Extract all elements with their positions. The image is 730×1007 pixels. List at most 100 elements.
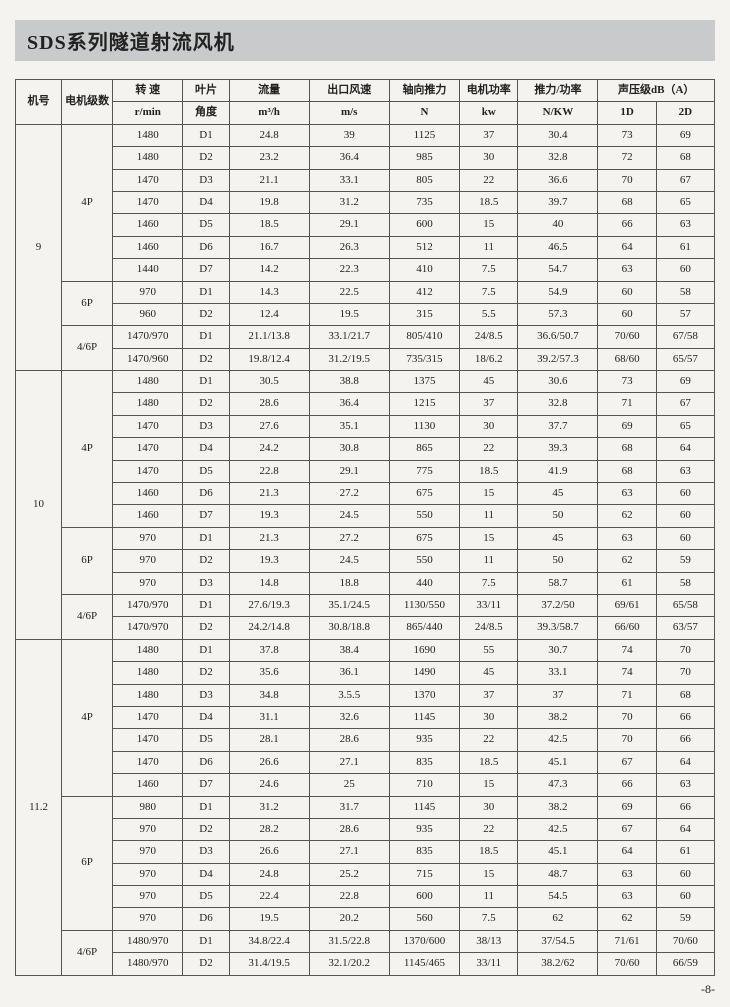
cell-value: 24.5 xyxy=(309,550,389,572)
cell-value: 36.6/50.7 xyxy=(518,326,598,348)
table-row: 6P970D121.327.267515456360 xyxy=(16,527,715,549)
cell-value: 38.2 xyxy=(518,796,598,818)
cell-value: 58 xyxy=(656,281,714,303)
cell-value: 68 xyxy=(656,147,714,169)
cell-value: 18.5 xyxy=(460,841,518,863)
cell-poles: 4/6P xyxy=(62,326,113,371)
cell-value: D6 xyxy=(183,236,229,258)
cell-value: D5 xyxy=(183,729,229,751)
cell-value: D6 xyxy=(183,751,229,773)
cell-value: 1145 xyxy=(389,706,459,728)
cell-value: 66 xyxy=(656,706,714,728)
table-row: 11.24P1480D137.838.416905530.77470 xyxy=(16,639,715,661)
table-row: 1470D528.128.69352242.57066 xyxy=(16,729,715,751)
cell-value: 21.3 xyxy=(229,483,309,505)
cell-value: 60 xyxy=(656,886,714,908)
cell-value: 775 xyxy=(389,460,459,482)
table-row: 1470/960D219.8/12.431.2/19.5735/31518/6.… xyxy=(16,348,715,370)
cell-value: 1470 xyxy=(113,729,183,751)
cell-value: 27.1 xyxy=(309,841,389,863)
cell-value: 38.4 xyxy=(309,639,389,661)
cell-value: 24/8.5 xyxy=(460,617,518,639)
cell-value: D2 xyxy=(183,662,229,684)
cell-value: 31.1 xyxy=(229,706,309,728)
cell-value: 835 xyxy=(389,841,459,863)
cell-value: D2 xyxy=(183,393,229,415)
cell-value: 37 xyxy=(518,684,598,706)
cell-value: 42.5 xyxy=(518,729,598,751)
cell-value: 410 xyxy=(389,259,459,281)
cell-value: 40 xyxy=(518,214,598,236)
cell-value: 63 xyxy=(598,527,656,549)
cell-value: 50 xyxy=(518,550,598,572)
cell-value: 21.3 xyxy=(229,527,309,549)
cell-value: 59 xyxy=(656,550,714,572)
cell-value: 1370 xyxy=(389,684,459,706)
cell-poles: 4/6P xyxy=(62,594,113,639)
cell-value: 62 xyxy=(598,908,656,930)
cell-value: 24/8.5 xyxy=(460,326,518,348)
cell-value: D5 xyxy=(183,460,229,482)
cell-value: 600 xyxy=(389,886,459,908)
cell-value: 70 xyxy=(598,729,656,751)
cell-value: 67/58 xyxy=(656,326,714,348)
cell-value: 54.9 xyxy=(518,281,598,303)
cell-value: 35.1/24.5 xyxy=(309,594,389,616)
cell-value: D6 xyxy=(183,483,229,505)
cell-value: 440 xyxy=(389,572,459,594)
cell-value: 12.4 xyxy=(229,303,309,325)
cell-value: 7.5 xyxy=(460,908,518,930)
cell-value: 36.1 xyxy=(309,662,389,684)
col-flow: 流量 xyxy=(229,80,309,102)
cell-value: 30.6 xyxy=(518,371,598,393)
cell-value: 70/60 xyxy=(656,930,714,952)
cell-value: 970 xyxy=(113,527,183,549)
cell-value: 37.7 xyxy=(518,415,598,437)
cell-value: 31.2/19.5 xyxy=(309,348,389,370)
cell-value: 57 xyxy=(656,303,714,325)
cell-value: 970 xyxy=(113,550,183,572)
table-row: 1460D724.6257101547.36663 xyxy=(16,774,715,796)
cell-value: 28.6 xyxy=(309,729,389,751)
cell-value: 315 xyxy=(389,303,459,325)
cell-value: 1470 xyxy=(113,169,183,191)
cell-value: 24.6 xyxy=(229,774,309,796)
cell-value: 865/440 xyxy=(389,617,459,639)
cell-value: 970 xyxy=(113,281,183,303)
col-power: 电机功率 xyxy=(460,80,518,102)
cell-value: 27.2 xyxy=(309,527,389,549)
cell-value: 28.1 xyxy=(229,729,309,751)
cell-value: 71 xyxy=(598,684,656,706)
cell-value: 15 xyxy=(460,774,518,796)
cell-value: 1480 xyxy=(113,393,183,415)
cell-value: 47.3 xyxy=(518,774,598,796)
cell-value: 20.2 xyxy=(309,908,389,930)
cell-value: D1 xyxy=(183,639,229,661)
cell-value: 67 xyxy=(656,393,714,415)
table-row: 1470D626.627.183518.545.16764 xyxy=(16,751,715,773)
cell-value: 19.8 xyxy=(229,191,309,213)
cell-value: 72 xyxy=(598,147,656,169)
cell-value: 33.1/21.7 xyxy=(309,326,389,348)
table-row: 94P1480D124.83911253730.47369 xyxy=(16,124,715,146)
cell-value: 62 xyxy=(598,550,656,572)
cell-value: 1470 xyxy=(113,415,183,437)
cell-value: 69 xyxy=(656,124,714,146)
cell-value: 15 xyxy=(460,863,518,885)
cell-value: 600 xyxy=(389,214,459,236)
table-row: 970D619.520.25607.5626259 xyxy=(16,908,715,930)
cell-value: 1440 xyxy=(113,259,183,281)
cell-value: 1125 xyxy=(389,124,459,146)
cell-value: D2 xyxy=(183,147,229,169)
cell-value: D2 xyxy=(183,348,229,370)
cell-value: D2 xyxy=(183,550,229,572)
cell-value: 512 xyxy=(389,236,459,258)
cell-value: 28.6 xyxy=(309,818,389,840)
cell-poles: 6P xyxy=(62,796,113,930)
cell-value: 710 xyxy=(389,774,459,796)
table-header: 机号 电机级数 转 速 叶片 流量 出口风速 轴向推力 电机功率 推力/功率 声… xyxy=(16,80,715,125)
cell-value: 32.8 xyxy=(518,393,598,415)
cell-value: 54.7 xyxy=(518,259,598,281)
cell-value: 70 xyxy=(656,639,714,661)
cell-value: D2 xyxy=(183,617,229,639)
